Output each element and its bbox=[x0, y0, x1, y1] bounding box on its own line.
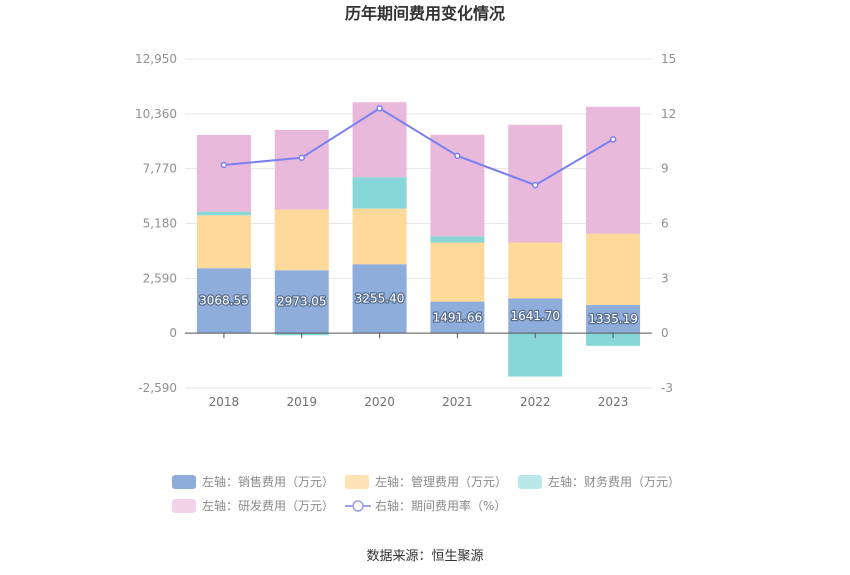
legend-swatch bbox=[518, 475, 542, 489]
bar-segment bbox=[430, 236, 485, 243]
right-tick-label: 6 bbox=[661, 217, 669, 231]
bar-segment bbox=[430, 242, 485, 302]
left-tick-label: 2,590 bbox=[143, 271, 177, 285]
legend-swatch bbox=[345, 475, 369, 489]
data-label: 1491.66 bbox=[433, 310, 483, 324]
left-tick-label: -2,590 bbox=[138, 381, 177, 395]
legend-label: 左轴：财务费用（万元） bbox=[548, 474, 680, 489]
bar-segment bbox=[196, 211, 251, 216]
data-label: 3255.40 bbox=[355, 292, 405, 306]
legend-label: 左轴：研发费用（万元） bbox=[202, 498, 334, 513]
rate-line bbox=[220, 105, 617, 189]
legend-swatch bbox=[172, 499, 196, 513]
grid-lines bbox=[185, 58, 652, 389]
bar-segment bbox=[274, 270, 329, 334]
bar-segment bbox=[352, 177, 407, 209]
legend: 左轴：销售费用（万元） 左轴：管理费用（万元） 左轴：财务费用（万元） 左轴：研发费用… bbox=[172, 474, 680, 513]
data-labels: 3068.55 2973.05 3255.40 1491.66 1641.70 1335.… bbox=[198, 290, 639, 327]
bar-segment bbox=[430, 301, 485, 334]
legend-item: 左轴：研发费用（万元） bbox=[172, 498, 334, 513]
bar-segment bbox=[352, 208, 407, 265]
x-tick-label: 2023 bbox=[598, 395, 629, 409]
bar-segment bbox=[586, 233, 641, 305]
bar-segment bbox=[196, 134, 251, 212]
bar-segment bbox=[586, 106, 641, 234]
bar-segment bbox=[196, 268, 251, 334]
rate-point bbox=[220, 161, 228, 169]
left-tick-label: 7,770 bbox=[143, 162, 177, 176]
left-tick-label: 5,180 bbox=[143, 217, 177, 231]
legend-item: 左轴：财务费用（万元） bbox=[518, 474, 680, 489]
x-tick-label: 2022 bbox=[520, 395, 551, 409]
rate-line-path bbox=[223, 107, 614, 187]
right-tick-label: 3 bbox=[661, 271, 669, 285]
data-label: 1335.19 bbox=[588, 312, 638, 326]
x-tick-label: 2020 bbox=[364, 395, 395, 409]
bar-segment bbox=[274, 129, 329, 210]
bar-segment bbox=[274, 209, 329, 271]
legend-item: 左轴：销售费用（万元） bbox=[172, 474, 334, 489]
axes: 12,950 10,360 7,770 5,180 2,590 0 -2,590 15 12 9 6… bbox=[135, 52, 676, 409]
right-tick-label: -3 bbox=[661, 381, 673, 395]
bar-segment bbox=[508, 298, 563, 334]
left-tick-label: 12,950 bbox=[135, 52, 177, 66]
rate-point bbox=[298, 154, 305, 161]
bar-segment bbox=[196, 215, 251, 269]
legend-label: 左轴：管理费用（万元） bbox=[375, 474, 507, 489]
bar-segment bbox=[430, 134, 485, 237]
bars bbox=[196, 102, 641, 377]
bar-segment bbox=[586, 304, 641, 334]
x-tick-label: 2019 bbox=[286, 395, 317, 409]
bar-segment bbox=[352, 102, 407, 178]
right-tick-label: 9 bbox=[661, 162, 669, 176]
bar-segment bbox=[508, 333, 563, 377]
right-tick-label: 15 bbox=[661, 52, 676, 66]
legend-marker bbox=[352, 500, 364, 512]
x-tick-label: 2021 bbox=[442, 395, 473, 409]
rate-point bbox=[454, 152, 461, 160]
legend-item: 右轴：期间费用率（%） bbox=[345, 498, 506, 513]
chart-title: 历年期间费用变化情况 bbox=[345, 4, 505, 23]
legend-label: 右轴：期间费用率（%） bbox=[375, 498, 506, 513]
legend-swatch bbox=[172, 475, 196, 489]
data-label: 3068.55 bbox=[199, 294, 249, 308]
right-tick-label: 0 bbox=[661, 326, 669, 340]
source-text: 数据来源：恒生聚源 bbox=[366, 549, 483, 564]
rate-point bbox=[609, 136, 617, 143]
legend-label: 左轴：销售费用（万元） bbox=[202, 474, 334, 489]
rate-point bbox=[376, 105, 383, 112]
left-tick-label: 0 bbox=[169, 326, 177, 340]
data-label: 1641.70 bbox=[510, 309, 560, 323]
left-tick-label: 10,360 bbox=[135, 107, 177, 121]
x-tick-label: 2018 bbox=[209, 395, 240, 409]
data-label: 2973.05 bbox=[277, 295, 327, 309]
bar-segment bbox=[508, 242, 563, 299]
legend-item: 左轴：管理费用（万元） bbox=[345, 474, 507, 489]
rate-point bbox=[532, 181, 539, 189]
right-tick-label: 12 bbox=[661, 107, 676, 121]
bar-segment bbox=[586, 333, 641, 346]
bar-segment bbox=[352, 264, 407, 334]
